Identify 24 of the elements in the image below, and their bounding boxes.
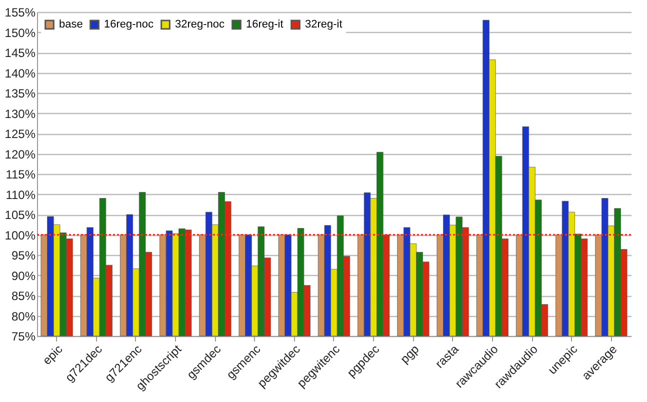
y-tick-label: 115%	[6, 168, 36, 182]
legend-label: 32reg-it	[305, 18, 342, 31]
y-tick-label: 80%	[11, 309, 36, 324]
x-tick-label: pgp	[398, 342, 422, 366]
y-tick-label: 120%	[4, 147, 36, 162]
legend-label: 16reg-it	[246, 18, 284, 31]
y-tick-label: 125%	[4, 127, 36, 141]
y-tick-label: 85%	[11, 289, 36, 303]
y-tick-label: 100%	[4, 228, 36, 242]
y-tick-label: 110%	[6, 188, 36, 202]
y-tick-label: 145%	[4, 46, 36, 60]
legend-label: 32reg-noc	[175, 18, 226, 31]
legend-label: 16reg-noc	[104, 18, 154, 31]
y-tick-label: 105%	[4, 208, 36, 222]
y-tick-label: 135%	[4, 86, 36, 100]
y-tick-label: 140%	[4, 66, 36, 80]
y-tick-label: 150%	[4, 26, 36, 40]
legend-label: base	[59, 18, 83, 31]
y-tick-label: 95%	[11, 248, 36, 262]
y-tick-label: 75%	[11, 330, 36, 344]
y-tick-label: 155%	[4, 6, 36, 20]
y-tick-label: 90%	[11, 268, 36, 283]
x-tick-label: epic	[40, 342, 66, 368]
y-tick-label: 130%	[4, 106, 36, 121]
